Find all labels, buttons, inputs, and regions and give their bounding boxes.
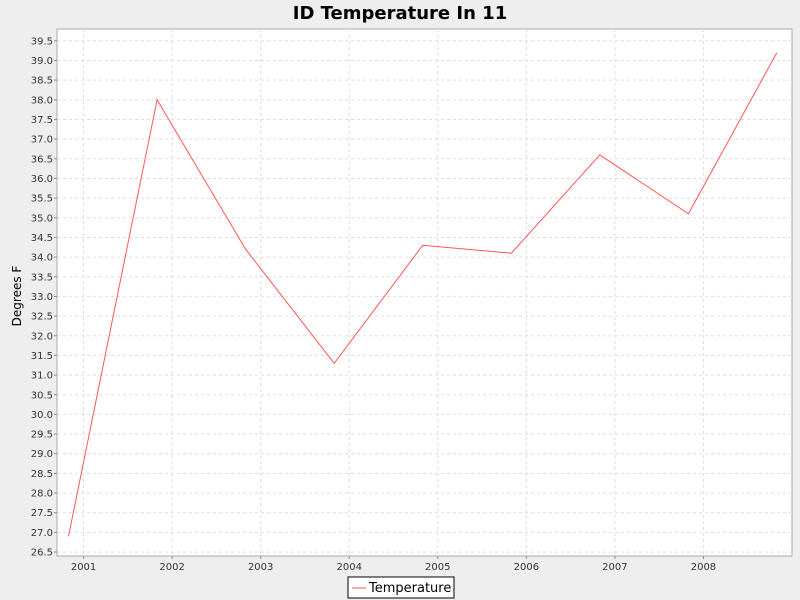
- x-tick-label: 2002: [159, 562, 184, 573]
- y-tick-label: 34.0: [31, 253, 53, 264]
- y-tick-label: 28.0: [31, 489, 53, 500]
- y-tick-label: 36.5: [31, 154, 53, 165]
- y-tick-label: 38.5: [31, 76, 53, 87]
- y-tick-label: 29.0: [31, 449, 53, 460]
- y-tick-label: 31.0: [31, 371, 53, 382]
- y-tick-label: 38.0: [31, 95, 53, 106]
- y-tick-label: 35.5: [31, 194, 53, 205]
- y-tick-label: 32.5: [31, 312, 53, 323]
- x-axis: 2001 2002 2003 2004 2005 2006 2007 2008: [71, 556, 716, 573]
- y-tick-label: 36.0: [31, 174, 53, 185]
- x-tick-label: 2005: [425, 562, 450, 573]
- y-tick-label: 30.5: [31, 390, 53, 401]
- y-tick-label: 39.0: [31, 56, 53, 67]
- y-axis-label: Degrees F: [10, 266, 24, 327]
- y-tick-label: 27.0: [31, 528, 53, 539]
- series-layer: [68, 52, 778, 537]
- plot-area: [56, 28, 793, 557]
- legend: Temperature: [347, 576, 455, 599]
- x-tick-label: 2004: [337, 562, 362, 573]
- y-tick-label: 31.5: [31, 351, 53, 362]
- y-tick-label: 26.5: [31, 548, 53, 559]
- x-tick-label: 2003: [248, 562, 273, 573]
- x-tick-label: 2006: [514, 562, 539, 573]
- legend-box: [347, 576, 455, 599]
- y-tick-label: 27.5: [31, 508, 53, 519]
- y-tick-label: 37.5: [31, 115, 53, 126]
- series-line-temperature: [68, 52, 778, 537]
- grid-lines: [57, 29, 792, 556]
- y-tick-label: 34.5: [31, 233, 53, 244]
- x-tick-label: 2008: [691, 562, 716, 573]
- y-tick-label: 32.0: [31, 331, 53, 342]
- y-tick-label: 30.0: [31, 410, 53, 421]
- y-tick-label: 35.0: [31, 213, 53, 224]
- y-tick-label: 33.5: [31, 272, 53, 283]
- y-tick-label: 28.5: [31, 469, 53, 480]
- x-tick-label: 2007: [602, 562, 627, 573]
- chart-title: ID Temperature In 11: [293, 3, 507, 24]
- y-tick-label: 39.5: [31, 36, 53, 47]
- y-tick-label: 29.5: [31, 430, 53, 441]
- y-tick-label: 33.0: [31, 292, 53, 303]
- y-tick-label: 37.0: [31, 135, 53, 146]
- legend-label: Temperature: [368, 581, 451, 596]
- y-axis: 26.5 27.0 27.5 28.0 28.5 29.0 29.5 30.0 30.5 31.0…: [31, 36, 57, 559]
- x-tick-label: 2001: [71, 562, 96, 573]
